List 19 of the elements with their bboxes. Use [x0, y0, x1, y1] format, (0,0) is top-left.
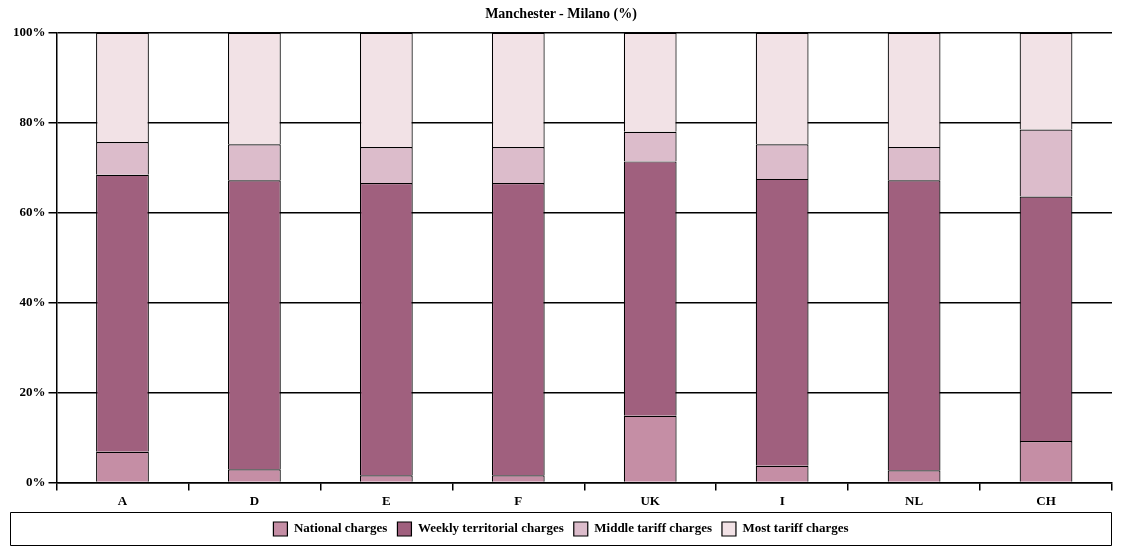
y-tick-label: 100% — [13, 24, 46, 40]
chart-title: Manchester - Milano (%) — [485, 6, 638, 23]
y-tick-label: 20% — [19, 383, 46, 399]
x-tick-label: I — [779, 492, 785, 508]
x-tick-label: CH — [1036, 492, 1056, 508]
x-tick-label: UK — [640, 492, 661, 508]
y-tick-label: 40% — [19, 293, 46, 309]
y-tick-label: 80% — [19, 114, 46, 130]
legend-label: National charges — [293, 520, 388, 536]
y-tick-label: 60% — [19, 204, 46, 219]
y-tick-label: 0% — [26, 473, 46, 489]
x-tick-label: A — [117, 492, 128, 508]
legend-label: Most tariff charges — [742, 520, 849, 536]
x-tick-label: F — [514, 492, 523, 508]
legend-label: Middle tariff charges — [594, 520, 712, 536]
legend-label: Weekly territorial charges — [417, 520, 564, 536]
x-tick-label: E — [382, 492, 391, 508]
x-tick-label: NL — [905, 492, 924, 508]
x-tick-label: D — [249, 492, 260, 508]
